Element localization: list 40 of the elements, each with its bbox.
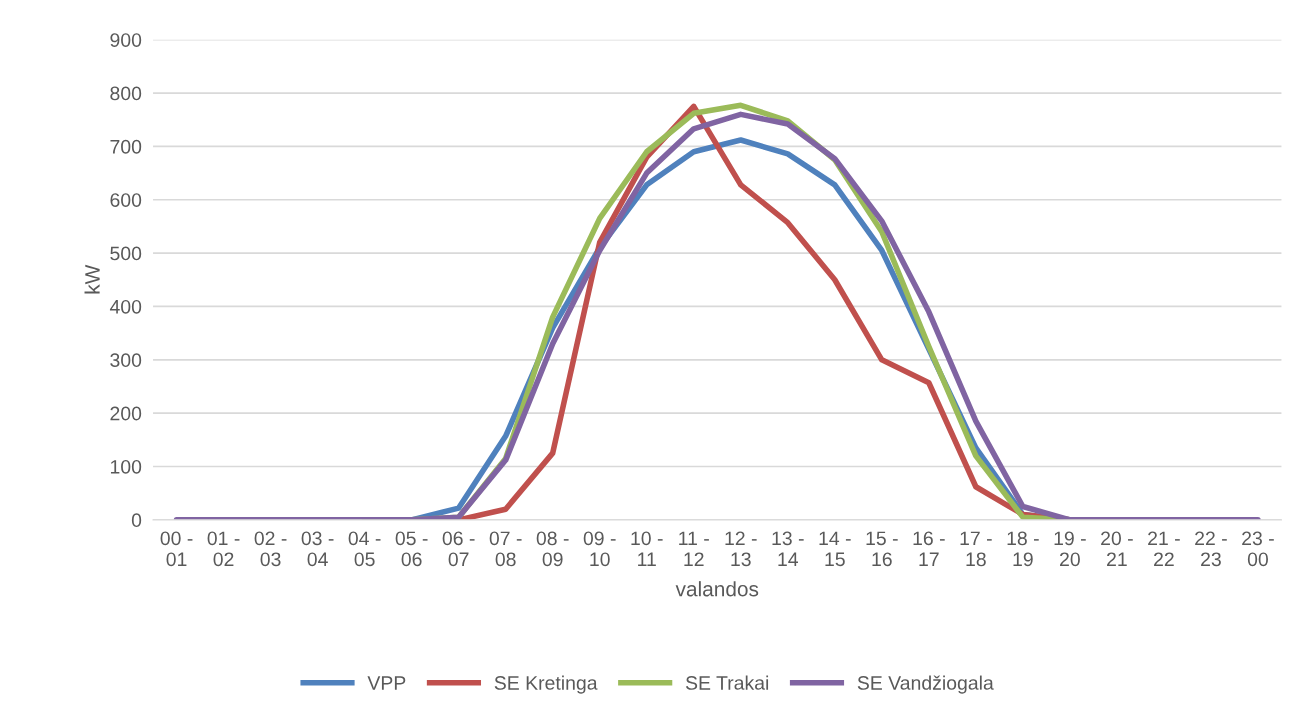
x-tick-label: 15 - 16	[866, 531, 898, 567]
x-tick-label: 01 - 02	[207, 531, 240, 567]
x-tick-label: 23 - 00	[1242, 531, 1274, 567]
x-tick-label: 08 - 09	[536, 531, 569, 567]
legend-label: SE Vandžiogala	[857, 675, 994, 694]
y-tick-label: 500	[110, 246, 142, 261]
x-tick-label: 13 - 14	[772, 531, 804, 566]
x-tick-label: 17 - 18	[960, 531, 992, 567]
x-axis-title: valandos	[675, 581, 759, 597]
x-tick-label: 12 - 13	[725, 531, 757, 567]
y-tick-label: 300	[110, 353, 142, 368]
x-tick-label: 06 - 07	[442, 531, 475, 567]
y-tick-label: 0	[131, 513, 142, 528]
x-tick-label: 00 - 01	[160, 531, 193, 567]
x-tick-label: 11 - 12	[679, 531, 709, 566]
x-tick-label: 22 - 23	[1195, 531, 1227, 567]
x-tick-label: 18 - 19	[1007, 531, 1039, 567]
x-tick-label: 04 - 05	[348, 531, 381, 567]
y-axis-title: kW	[84, 264, 100, 294]
y-tick-label: 800	[110, 86, 142, 101]
x-tick-label: 10 - 11	[631, 531, 663, 566]
x-tick-label: 20 - 21	[1101, 531, 1133, 566]
y-tick-label: 900	[110, 33, 142, 47]
y-tick-label: 200	[110, 406, 142, 421]
x-tick-label: 14 - 15	[819, 531, 851, 567]
legend-label: SE Trakai	[685, 675, 769, 690]
x-tick-label: 05 - 06	[395, 531, 428, 567]
x-tick-label: 19 - 20	[1054, 531, 1086, 567]
x-tick-label: 03 - 04	[301, 531, 334, 567]
x-tick-label: 09 - 10	[583, 531, 616, 567]
x-tick-label: 21 - 22	[1148, 531, 1180, 566]
x-tick-label: 02 - 03	[254, 531, 287, 567]
y-tick-label: 600	[110, 193, 142, 207]
x-tick-label: 07 - 08	[489, 531, 522, 567]
x-tick-label: 16 - 17	[913, 531, 945, 566]
y-tick-label: 400	[109, 299, 142, 314]
legend-label: VPP	[367, 676, 406, 690]
y-tick-label: 100	[110, 459, 142, 474]
legend-label: SE Kretinga	[494, 675, 598, 694]
y-tick-label: 700	[110, 139, 142, 154]
